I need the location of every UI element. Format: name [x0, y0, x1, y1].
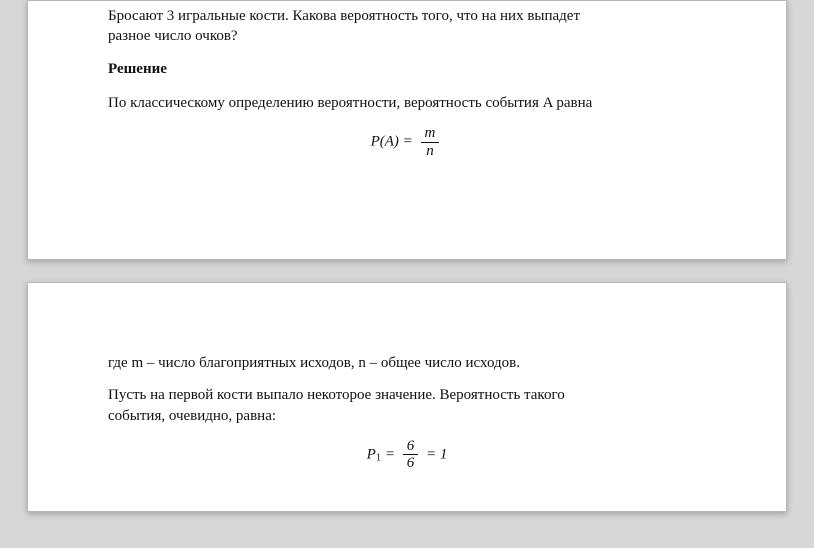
where-line: где m – число благоприятных исходов, n –… [108, 355, 520, 371]
pdf-viewport: Бросают 3 игральные кости. Какова вероят… [0, 0, 814, 512]
fraction-numerator-6: 6 [403, 438, 419, 456]
classic-definition-line: По классическому определению вероятности… [108, 95, 592, 111]
fraction-m-over-n: m n [421, 125, 440, 159]
solution-heading: Решение [108, 59, 706, 79]
die1-paragraph: Пусть на первой кости выпало некоторое з… [108, 385, 706, 426]
problem-line-1: Бросают 3 игральные кости. Какова вероят… [108, 8, 580, 24]
document-page-1: Бросают 3 игральные кости. Какова вероят… [27, 0, 787, 260]
fraction-6-over-6: 6 6 [403, 438, 419, 472]
p1-subscript: 1 [376, 452, 381, 463]
problem-statement: Бросают 3 игральные кости. Какова вероят… [108, 6, 706, 47]
die1-line-1: Пусть на первой кости выпало некоторое з… [108, 387, 565, 403]
problem-line-2: разное число очков? [108, 28, 238, 44]
p1-symbol: P [367, 446, 376, 462]
p1-result: = 1 [426, 446, 447, 462]
fraction-denominator: n [421, 143, 440, 160]
formula-p1: P1 = 6 6 = 1 [108, 438, 706, 472]
fraction-denominator-6: 6 [403, 455, 419, 472]
document-page-2: где m – число благоприятных исходов, n –… [27, 282, 787, 512]
formula-lhs: P(A) = [371, 133, 413, 149]
fraction-numerator: m [421, 125, 440, 143]
formula-probability-definition: P(A) = m n [108, 125, 706, 159]
die1-line-2: события, очевидно, равна: [108, 408, 276, 424]
classic-definition-text: По классическому определению вероятности… [108, 93, 706, 113]
where-definition: где m – число благоприятных исходов, n –… [108, 353, 706, 373]
p1-equals: = [385, 446, 395, 462]
